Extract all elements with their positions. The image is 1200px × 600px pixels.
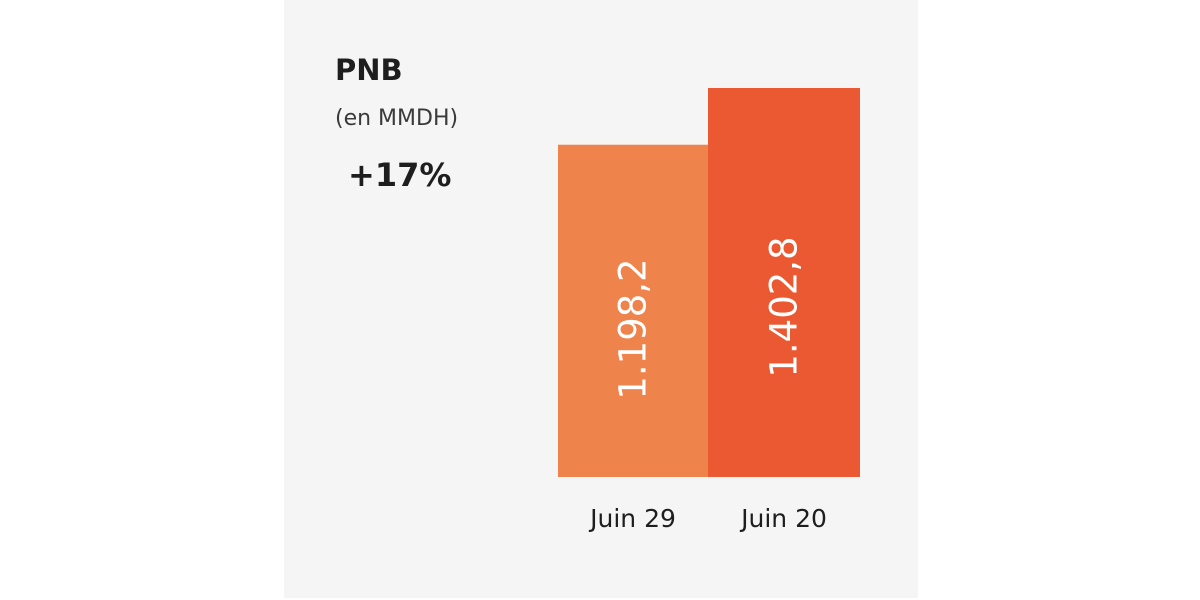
bar-value-label: 1.402,8 — [763, 236, 806, 377]
category-tick-label: Juin 20 — [739, 504, 827, 533]
growth-percentage: +17% — [348, 156, 452, 194]
chart-unit-label: (en MMDH) — [335, 106, 459, 131]
category-tick-label: Juin 29 — [588, 504, 676, 533]
bar-1 — [558, 144, 708, 478]
chart-title: PNB — [335, 53, 403, 87]
bar-value-label: 1.198,2 — [612, 258, 655, 399]
bar-2 — [708, 88, 860, 477]
